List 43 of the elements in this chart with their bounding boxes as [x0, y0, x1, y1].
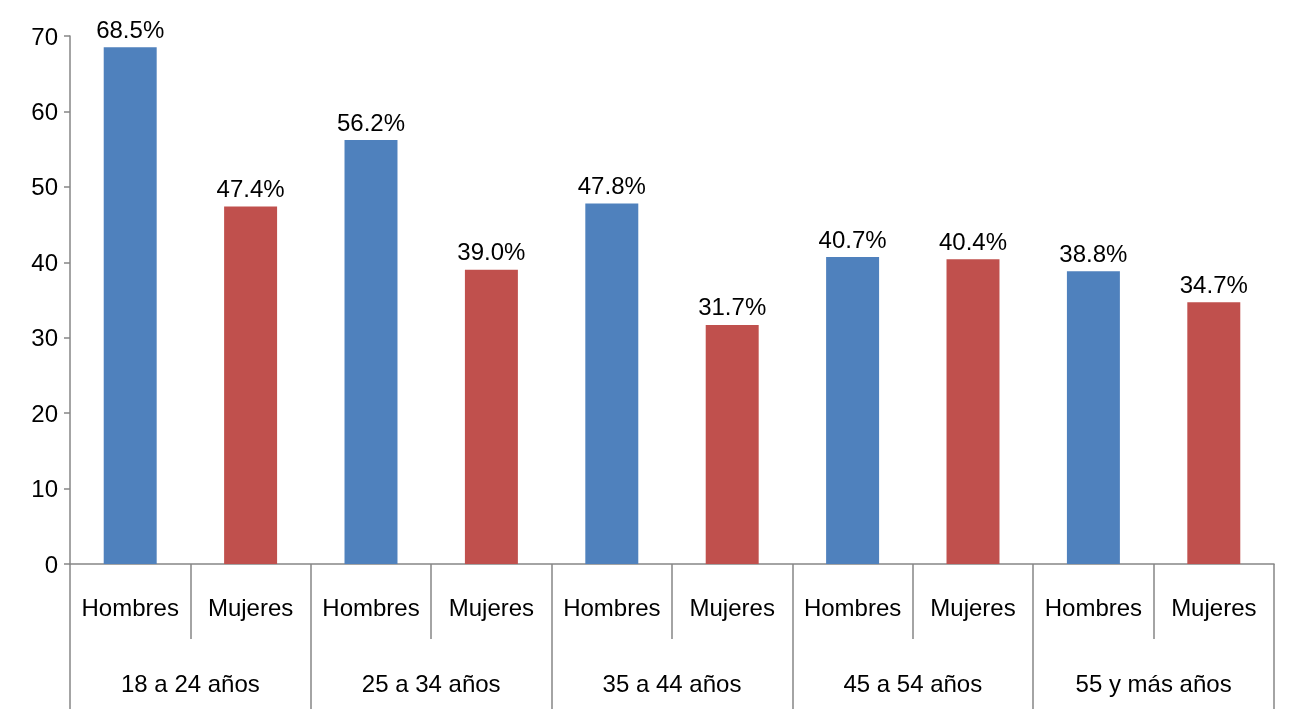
- data-label: 47.4%: [216, 174, 285, 202]
- y-tick-label: 10: [31, 475, 58, 503]
- data-label: 34.7%: [1179, 270, 1248, 298]
- bar: [826, 257, 880, 564]
- text: 45 a 54 años: [843, 669, 983, 697]
- bar: [464, 269, 518, 564]
- bar: [103, 47, 157, 564]
- x-tick-label: Hombres: [1044, 593, 1143, 621]
- bar: [344, 140, 398, 564]
- bar: [946, 259, 1000, 564]
- y-tick-label: 30: [31, 324, 58, 352]
- y-tick-label: 50: [31, 173, 58, 201]
- bar: [705, 324, 759, 564]
- data-label: 56.2%: [336, 108, 406, 136]
- x-tick-label: Mujeres: [930, 593, 1016, 621]
- text: 35 a 44 años: [602, 669, 742, 697]
- bar: [585, 203, 639, 564]
- y-tick-label: 20: [31, 399, 58, 427]
- y-tick-label: 40: [31, 248, 58, 276]
- bar: [1187, 302, 1241, 564]
- x-tick-label: Hombres: [803, 593, 902, 621]
- data-label: 39.0%: [457, 238, 526, 266]
- x-tick-label: Hombres: [563, 593, 661, 621]
- data-label: 68.5%: [96, 15, 165, 43]
- text: 55 y más años: [1075, 669, 1232, 697]
- x-tick-label: Mujeres: [448, 593, 535, 621]
- y-tick-label: 60: [31, 97, 58, 125]
- x-tick-label: Mujeres: [689, 593, 775, 621]
- bar: [224, 206, 278, 564]
- x-tick-label: Hombres: [322, 593, 420, 621]
- data-label: 31.7%: [698, 293, 767, 321]
- bar: [1066, 271, 1120, 564]
- text: 18 a 24 años: [121, 669, 260, 697]
- y-tick-label: 70: [31, 22, 58, 50]
- data-label: 40.4%: [938, 227, 1008, 255]
- data-label: 38.8%: [1059, 239, 1128, 267]
- data-label: 47.8%: [577, 171, 646, 199]
- x-tick-label: Mujeres: [1171, 593, 1257, 621]
- data-label: 40.7%: [818, 225, 887, 253]
- y-tick-label: 0: [44, 550, 58, 578]
- x-tick-label: Hombres: [81, 593, 179, 621]
- x-tick-label: Mujeres: [207, 593, 294, 621]
- text: 25 a 34 años: [361, 669, 501, 697]
